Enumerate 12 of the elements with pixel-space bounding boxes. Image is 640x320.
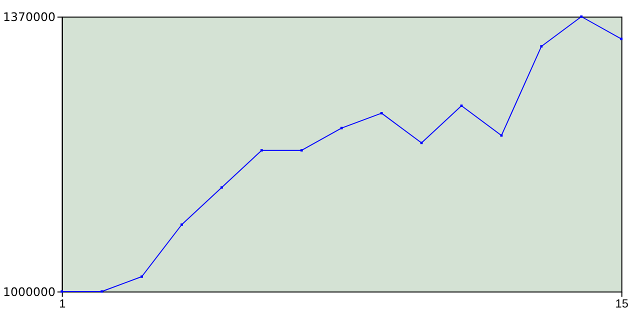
- y-tick-label: 1000000: [3, 284, 56, 299]
- x-tick-label: 15: [615, 298, 629, 311]
- point: [340, 126, 343, 130]
- point: [300, 149, 303, 152]
- point: [540, 45, 543, 48]
- line-series: [60, 15, 623, 293]
- point: [260, 149, 263, 152]
- point: [620, 38, 623, 40]
- point: [380, 112, 383, 114]
- x-tick-label: 1: [59, 298, 66, 311]
- y-tick-label: 1370000: [3, 10, 56, 24]
- point: [580, 15, 583, 18]
